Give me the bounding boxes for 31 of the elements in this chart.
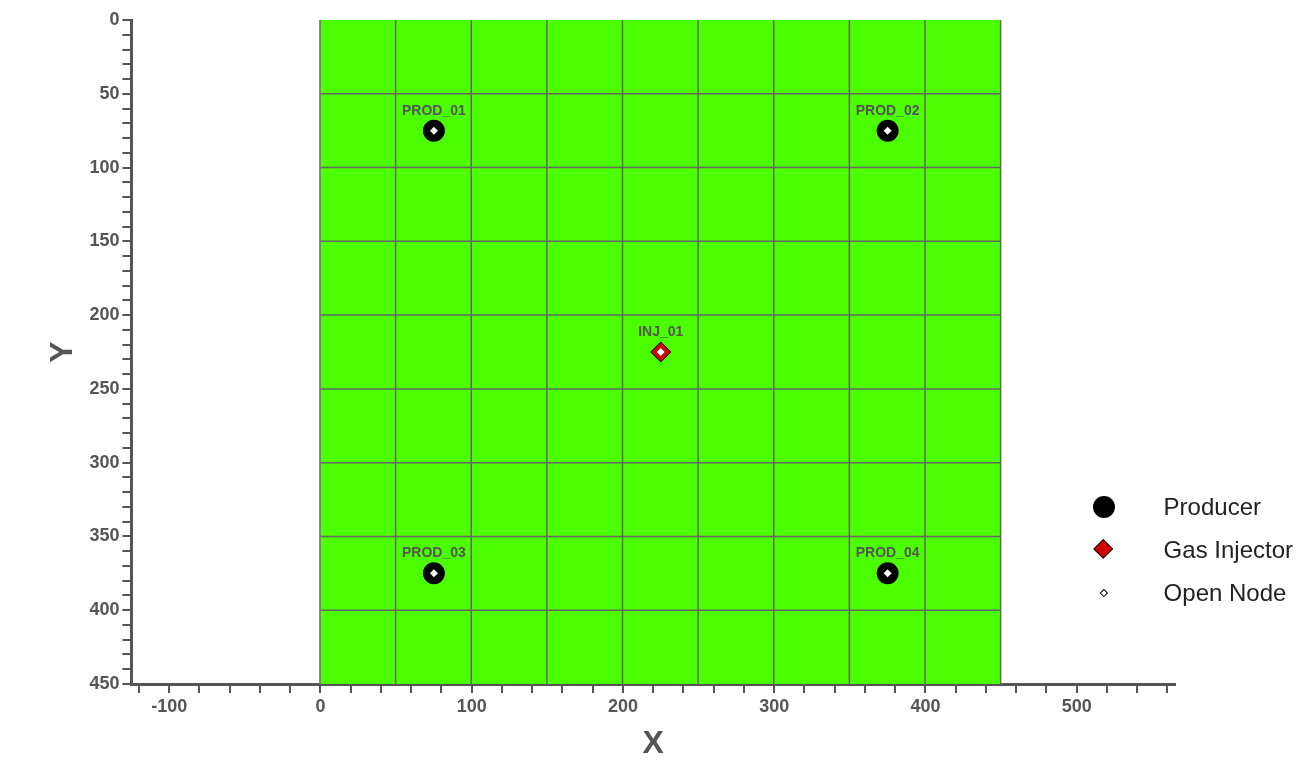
point (422, 562, 445, 585)
legend-label: Open Node (1163, 578, 1287, 607)
y-tick-label: 350 (89, 525, 120, 546)
x-axis-title: X (642, 723, 665, 760)
x-tick-label: 100 (456, 695, 487, 716)
y-axis-title: Y (43, 341, 80, 363)
y-tick-label: 0 (109, 8, 120, 29)
y-tick-label: 200 (89, 304, 120, 325)
y-tick-label: 300 (89, 451, 120, 472)
x-tick-label: 500 (1061, 695, 1092, 716)
legend-label: Producer (1163, 492, 1261, 521)
x-tick-label: 200 (607, 695, 638, 716)
y-tick-label: 50 (99, 82, 120, 103)
x-tick-label: 300 (759, 695, 790, 716)
annotation: PROD_02 (855, 101, 920, 118)
x-tick-label: -100 (151, 695, 188, 716)
annotation: PROD_03 (402, 544, 467, 561)
x-tick-label: 400 (910, 695, 941, 716)
point (422, 119, 445, 142)
annotation: PROD_04 (855, 544, 920, 561)
point (876, 562, 899, 585)
annotation: INJ_01 (638, 322, 684, 339)
y-tick-label: 400 (89, 599, 120, 620)
y-tick-label: 150 (89, 230, 120, 251)
legend-label: Gas Injector (1163, 535, 1293, 564)
annotation: PROD_01 (402, 101, 467, 118)
x-tick-label: 0 (315, 695, 326, 716)
point (876, 119, 899, 142)
y-tick-label: 450 (89, 672, 120, 693)
y-tick-label: 250 (89, 377, 120, 398)
y-tick-label: 100 (89, 156, 120, 177)
